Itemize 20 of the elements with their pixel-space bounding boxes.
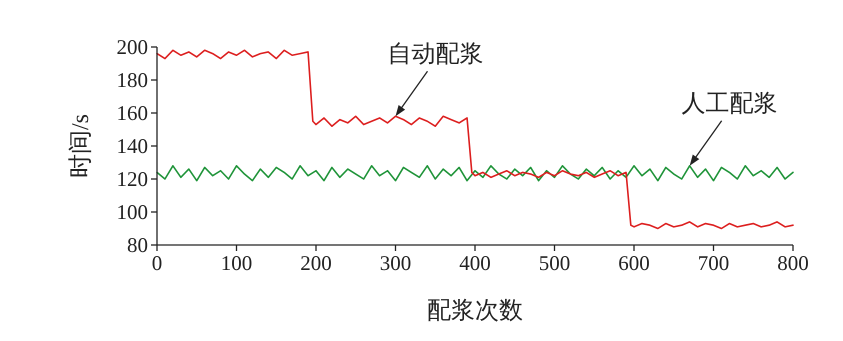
x-tick-label: 100 [220, 251, 252, 275]
x-tick-label: 600 [618, 251, 650, 275]
x-tick-label: 700 [698, 251, 730, 275]
y-tick-label: 180 [116, 68, 148, 92]
y-tick-label: 120 [116, 167, 148, 191]
x-tick-label: 200 [300, 251, 332, 275]
x-tick-label: 800 [777, 251, 809, 275]
annotation: 人工配浆 [682, 90, 778, 117]
x-axis-title: 配浆次数 [427, 298, 523, 324]
y-tick-label: 80 [127, 233, 148, 257]
y-tick-label: 140 [116, 134, 148, 158]
x-tick-label: 400 [459, 251, 491, 275]
y-tick-label: 200 [116, 35, 148, 59]
x-tick-label: 500 [538, 251, 570, 275]
x-tick-label: 0 [152, 251, 162, 275]
x-tick-label: 300 [380, 251, 412, 275]
y-tick-label: 160 [116, 101, 148, 125]
y-axis-title: 时间/s [68, 114, 94, 178]
annotation: 自动配浆 [388, 41, 484, 68]
y-tick-label: 100 [116, 200, 148, 224]
